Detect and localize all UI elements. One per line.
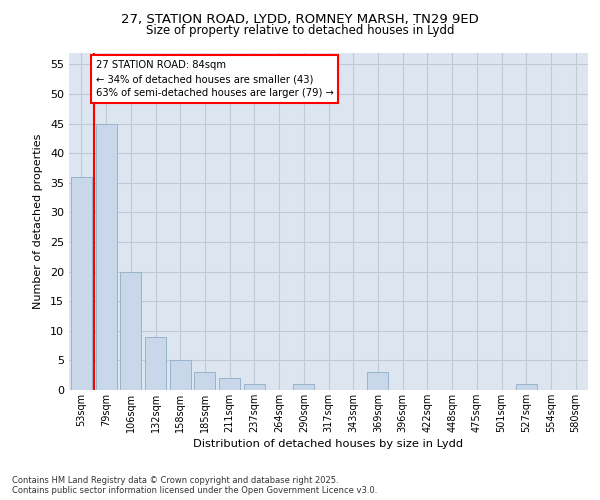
- Bar: [170, 360, 191, 390]
- Bar: [145, 336, 166, 390]
- Bar: [293, 384, 314, 390]
- Bar: [367, 372, 388, 390]
- Bar: [71, 177, 92, 390]
- Bar: [95, 124, 116, 390]
- Text: Contains HM Land Registry data © Crown copyright and database right 2025.
Contai: Contains HM Land Registry data © Crown c…: [12, 476, 377, 495]
- Bar: [516, 384, 537, 390]
- Text: 27, STATION ROAD, LYDD, ROMNEY MARSH, TN29 9ED: 27, STATION ROAD, LYDD, ROMNEY MARSH, TN…: [121, 12, 479, 26]
- Bar: [120, 272, 141, 390]
- X-axis label: Distribution of detached houses by size in Lydd: Distribution of detached houses by size …: [193, 439, 464, 449]
- Bar: [194, 372, 215, 390]
- Text: 27 STATION ROAD: 84sqm
← 34% of detached houses are smaller (43)
63% of semi-det: 27 STATION ROAD: 84sqm ← 34% of detached…: [95, 60, 334, 98]
- Bar: [244, 384, 265, 390]
- Y-axis label: Number of detached properties: Number of detached properties: [33, 134, 43, 309]
- Bar: [219, 378, 240, 390]
- Text: Size of property relative to detached houses in Lydd: Size of property relative to detached ho…: [146, 24, 454, 37]
